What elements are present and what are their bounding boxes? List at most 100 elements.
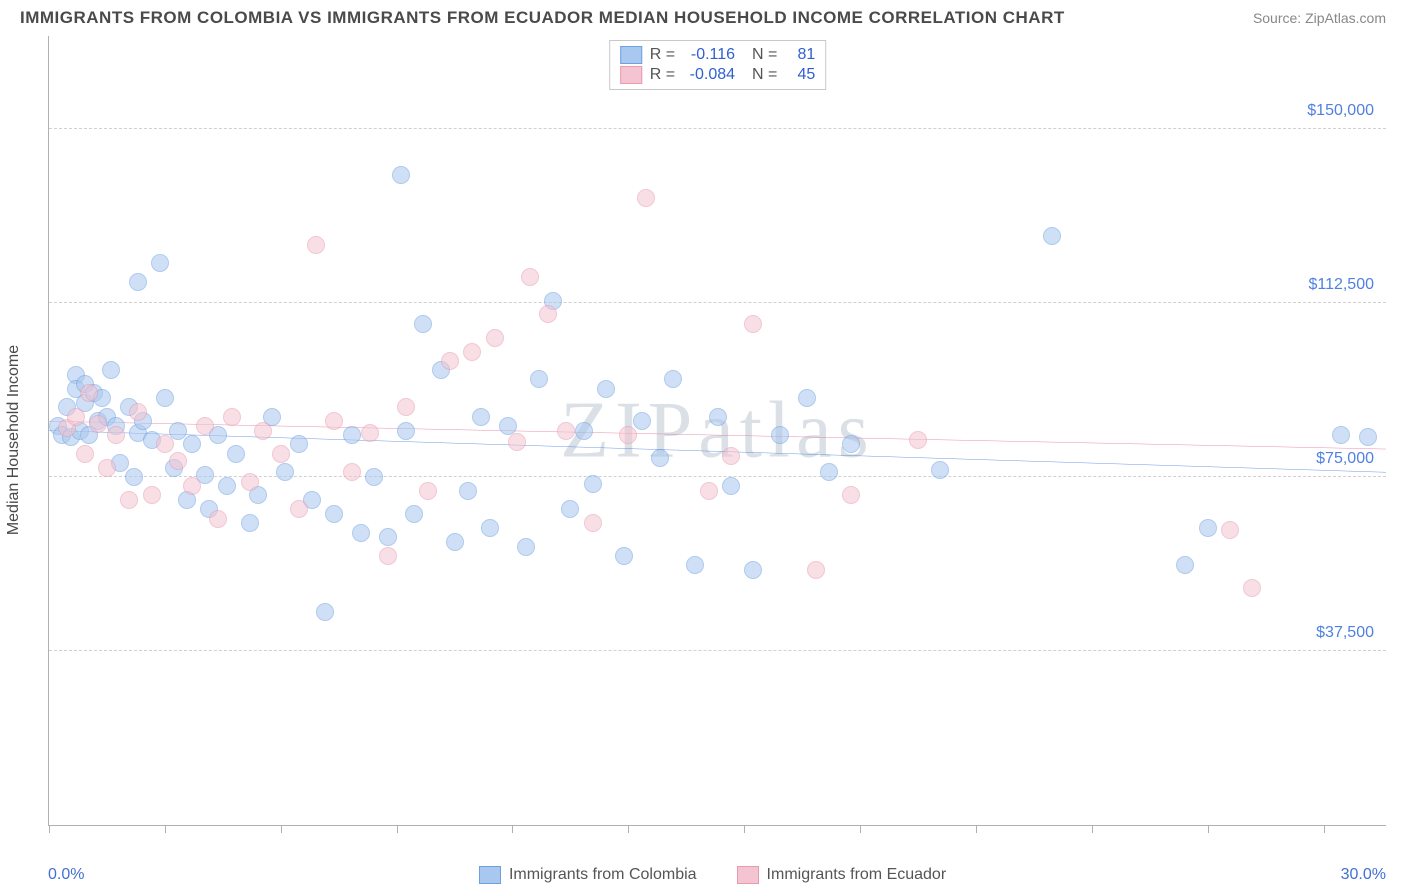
data-point (218, 477, 236, 495)
data-point (486, 329, 504, 347)
data-point (521, 268, 539, 286)
x-tick (165, 825, 166, 833)
data-point (169, 422, 187, 440)
data-point (397, 398, 415, 416)
data-point (722, 447, 740, 465)
grid-line (49, 302, 1386, 303)
source-label: Source: ZipAtlas.com (1253, 10, 1386, 26)
data-point (744, 315, 762, 333)
data-point (1199, 519, 1217, 537)
data-point (241, 473, 259, 491)
data-point (379, 547, 397, 565)
swatch-icon (737, 866, 759, 884)
data-point (343, 426, 361, 444)
x-tick (397, 825, 398, 833)
stat-r-value: -0.116 (683, 46, 735, 64)
data-point (379, 528, 397, 546)
chart-title: IMMIGRANTS FROM COLOMBIA VS IMMIGRANTS F… (20, 8, 1065, 28)
x-tick (860, 825, 861, 833)
data-point (67, 408, 85, 426)
y-tick-label: $37,500 (1316, 624, 1374, 642)
legend-item: Immigrants from Colombia (479, 866, 697, 884)
x-min-label: 0.0% (48, 866, 84, 884)
data-point (909, 431, 927, 449)
data-point (597, 380, 615, 398)
data-point (223, 408, 241, 426)
data-point (481, 519, 499, 537)
data-point (842, 435, 860, 453)
data-point (508, 433, 526, 451)
data-point (414, 315, 432, 333)
data-point (771, 426, 789, 444)
data-point (307, 236, 325, 254)
data-point (196, 417, 214, 435)
x-tick (49, 825, 50, 833)
data-point (365, 468, 383, 486)
data-point (352, 524, 370, 542)
data-point (1176, 556, 1194, 574)
legend-label: Immigrants from Ecuador (767, 866, 947, 884)
data-point (530, 370, 548, 388)
x-tick (744, 825, 745, 833)
data-point (98, 459, 116, 477)
x-tick (1092, 825, 1093, 833)
swatch-icon (479, 866, 501, 884)
data-point (316, 603, 334, 621)
legend-bottom: Immigrants from Colombia Immigrants from … (479, 866, 946, 884)
data-point (499, 417, 517, 435)
data-point (80, 384, 98, 402)
stats-row: R =-0.084 N =45 (620, 65, 816, 85)
legend-item: Immigrants from Ecuador (737, 866, 947, 884)
x-tick (628, 825, 629, 833)
data-point (1043, 227, 1061, 245)
data-point (227, 445, 245, 463)
x-tick (512, 825, 513, 833)
data-point (463, 343, 481, 361)
data-point (446, 533, 464, 551)
data-point (575, 422, 593, 440)
data-point (1221, 521, 1239, 539)
y-tick-label: $150,000 (1307, 102, 1374, 120)
data-point (361, 424, 379, 442)
plot-area: Median Household Income ZIPatlas R =-0.1… (48, 36, 1386, 826)
data-point (615, 547, 633, 565)
data-point (276, 463, 294, 481)
data-point (272, 445, 290, 463)
data-point (156, 389, 174, 407)
data-point (76, 445, 94, 463)
data-point (807, 561, 825, 579)
data-point (325, 412, 343, 430)
data-point (397, 422, 415, 440)
data-point (241, 514, 259, 532)
grid-line (49, 128, 1386, 129)
swatch-icon (620, 66, 642, 84)
data-point (129, 273, 147, 291)
swatch-icon (620, 46, 642, 64)
data-point (89, 415, 107, 433)
data-point (325, 505, 343, 523)
data-point (459, 482, 477, 500)
data-point (125, 468, 143, 486)
data-point (686, 556, 704, 574)
data-point (664, 370, 682, 388)
data-point (842, 486, 860, 504)
data-point (120, 491, 138, 509)
data-point (651, 449, 669, 467)
y-tick-label: $112,500 (1308, 276, 1374, 294)
stat-n-label: N = (743, 66, 777, 84)
data-point (584, 475, 602, 493)
data-point (183, 435, 201, 453)
data-point (619, 426, 637, 444)
stat-n-value: 81 (785, 46, 815, 64)
stat-r-label: R = (650, 66, 675, 84)
data-point (472, 408, 490, 426)
trend-line (49, 431, 1386, 473)
legend-label: Immigrants from Colombia (509, 866, 697, 884)
bottom-bar: 0.0% Immigrants from ColombiaImmigrants … (48, 866, 1386, 884)
data-point (102, 361, 120, 379)
data-point (744, 561, 762, 579)
data-point (517, 538, 535, 556)
data-point (722, 477, 740, 495)
data-point (700, 482, 718, 500)
data-point (441, 352, 459, 370)
